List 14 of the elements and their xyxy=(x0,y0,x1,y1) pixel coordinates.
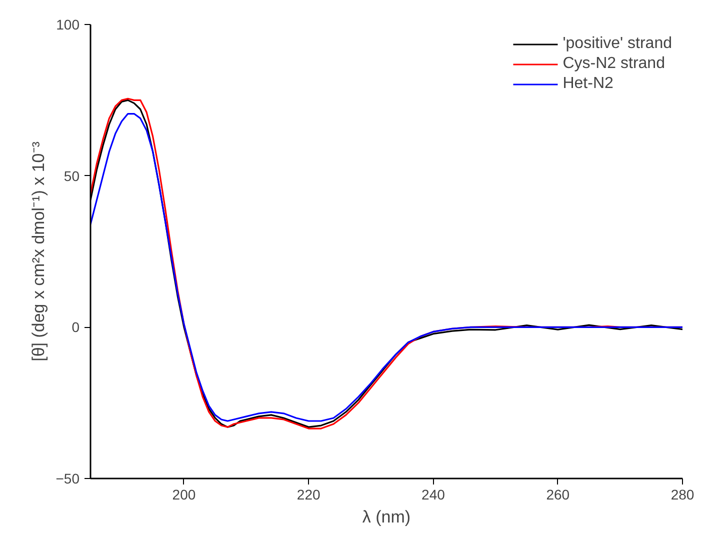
y-axis-title: [θ] (deg x cm²x dmol⁻¹) x 10⁻³ xyxy=(28,141,48,362)
x-axis-title: λ (nm) xyxy=(362,508,411,526)
y-tick-label: −50 xyxy=(56,470,80,486)
x-tick-label: 240 xyxy=(422,486,446,502)
legend-label: Cys-N2 strand xyxy=(562,55,665,73)
x-tick-label: 280 xyxy=(670,486,694,502)
legend-label: 'positive' strand xyxy=(562,35,672,53)
legend-label: Het-N2 xyxy=(562,75,614,93)
x-tick-label: 220 xyxy=(296,486,320,502)
x-tick-label: 260 xyxy=(546,486,570,502)
y-tick-label: 100 xyxy=(56,16,80,32)
y-tick-label: 0 xyxy=(72,319,80,336)
y-tick-label: 50 xyxy=(64,168,80,184)
x-tick-label: 200 xyxy=(172,486,196,502)
